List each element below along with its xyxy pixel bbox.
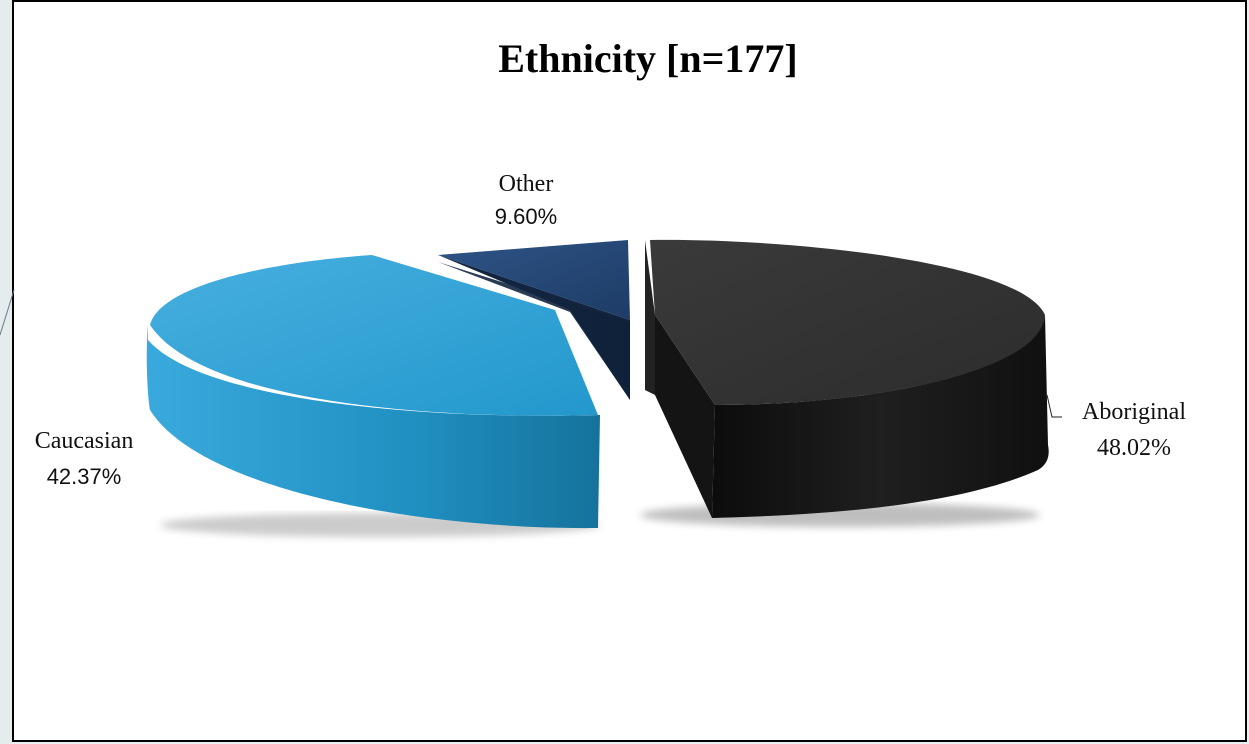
slide-accent-line bbox=[0, 289, 15, 336]
leader-line bbox=[1046, 394, 1062, 418]
slice-side bbox=[712, 315, 1049, 518]
slice-caucasian bbox=[146, 255, 600, 529]
slide-background-strip bbox=[0, 0, 14, 744]
slice-aboriginal bbox=[645, 239, 1049, 518]
slice-side bbox=[146, 325, 600, 529]
label-caucasian-value: 42.37% bbox=[47, 464, 122, 489]
label-caucasian-name: Caucasian bbox=[35, 428, 134, 454]
label-aboriginal-value: 48.02% bbox=[1097, 435, 1171, 461]
slice-top bbox=[438, 240, 630, 320]
slice-top bbox=[650, 239, 1045, 405]
label-aboriginal-name: Aboriginal bbox=[1082, 399, 1186, 425]
slice-side bbox=[438, 262, 630, 400]
label-other-value: 9.60% bbox=[495, 204, 557, 229]
slice-other bbox=[438, 240, 630, 400]
chart-title: Ethnicity [n=177] bbox=[498, 36, 797, 81]
slice-top bbox=[150, 255, 598, 416]
label-other-name: Other bbox=[499, 171, 554, 197]
slice-edge bbox=[645, 240, 655, 395]
slice-cut-face bbox=[655, 315, 715, 518]
